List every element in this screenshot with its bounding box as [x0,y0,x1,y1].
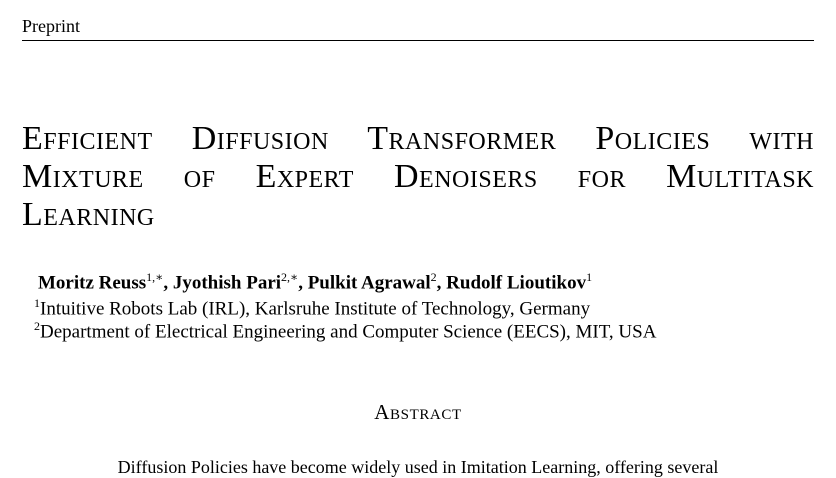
running-title: Preprint [22,16,80,36]
author-separator: , [298,272,308,294]
affiliation-mark: 1 [34,296,40,310]
affiliation: 1Intuitive Robots Lab (IRL), Karlsruhe I… [34,296,590,320]
author-separator: , [163,272,173,294]
author-list: Moritz Reuss1,∗, Jyothish Pari2,∗, Pulki… [38,270,592,294]
running-header: Preprint [22,14,814,41]
affiliation: 2Department of Electrical Engineering an… [34,319,656,343]
affiliation-text: Intuitive Robots Lab (IRL), Karlsruhe In… [40,298,591,320]
author-affiliation-mark: 2 [430,270,437,284]
title-line: Efficient Diffusion Transformer Policies… [22,120,814,157]
author-affiliation-mark: 2,∗ [281,270,299,284]
affiliation-mark: 2 [34,319,40,333]
author-name: Jyothish Pari [172,272,282,294]
abstract-heading: Abstract [374,400,462,424]
paper-title: Efficient Diffusion Transformer Policies… [22,120,814,234]
author-separator: , [436,272,447,294]
author-affiliation-mark: 1 [586,270,593,284]
title-line: Mixture of Expert Denoisers for Multitas… [22,158,814,195]
affiliation-text: Department of Electrical Engineering and… [40,321,657,343]
author-name: Rudolf Lioutikov [446,272,587,294]
abstract-text: Diffusion Policies have become widely us… [117,457,719,477]
title-line: Learning [22,196,155,233]
author-name: Pulkit Agrawal [307,272,431,294]
author-affiliation-mark: 1,∗ [146,270,164,284]
author-name: Moritz Reuss [38,272,147,294]
